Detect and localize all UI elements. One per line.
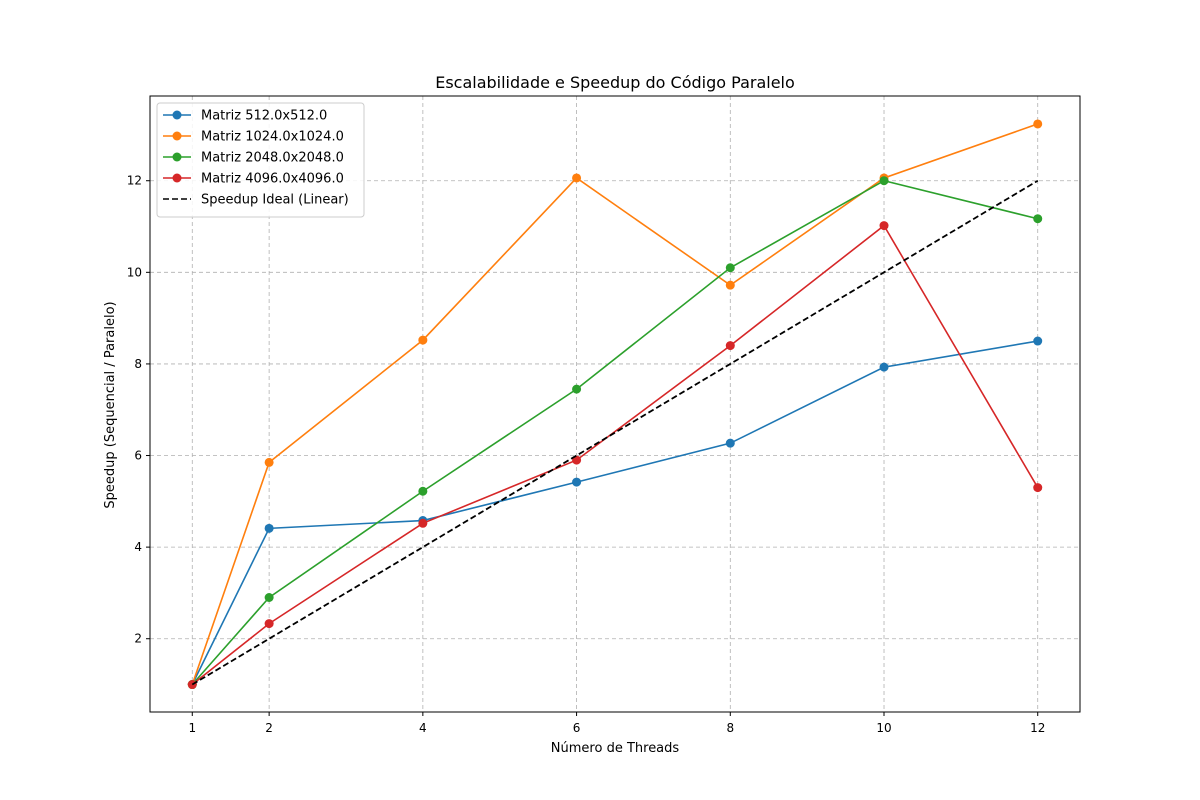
series-3-point bbox=[1033, 483, 1043, 493]
series-1-point bbox=[572, 173, 582, 183]
legend-box bbox=[156, 102, 365, 218]
series-1-point bbox=[264, 457, 274, 467]
x-tick-label: 12 bbox=[1030, 721, 1045, 735]
legend-label: Speedup Ideal (Linear) bbox=[201, 193, 349, 208]
x-tick-label: 1 bbox=[188, 721, 196, 735]
legend-label: Matriz 512.0x512.0 bbox=[201, 109, 327, 124]
y-tick-label: 6 bbox=[134, 449, 142, 463]
x-tick-label: 2 bbox=[265, 721, 273, 735]
x-tick-label: 8 bbox=[726, 721, 734, 735]
axes-frame bbox=[149, 95, 1081, 713]
series-0-point bbox=[879, 362, 889, 372]
legend-swatch-marker-0 bbox=[172, 110, 182, 120]
legend-swatch-marker-2 bbox=[172, 152, 182, 162]
series-2-point bbox=[264, 593, 274, 602]
series-3-point bbox=[264, 619, 274, 629]
y-tick-label: 2 bbox=[134, 632, 142, 646]
x-tick-label: 4 bbox=[419, 721, 427, 735]
series-3-point bbox=[725, 341, 735, 351]
legend-swatch-marker-3 bbox=[172, 173, 182, 183]
x-axis-label: Número de Threads bbox=[551, 741, 680, 756]
series-line-4 bbox=[191, 179, 1039, 686]
legend-swatch-marker-1 bbox=[172, 131, 182, 141]
series-2-point bbox=[879, 176, 889, 186]
legend-label: Matriz 2048.0x2048.0 bbox=[201, 151, 344, 166]
series-1-point bbox=[725, 280, 735, 290]
series-0-point bbox=[725, 438, 735, 448]
chart-title: Escalabilidade e Speedup do Código Paral… bbox=[435, 73, 795, 92]
y-axis-label: Speedup (Sequencial / Paralelo) bbox=[103, 301, 118, 508]
y-tick-label: 4 bbox=[134, 540, 142, 554]
series-2-point bbox=[418, 486, 428, 496]
legend: Matriz 512.0x512.0 Matriz 1024.0x1024.0 Ma… bbox=[156, 102, 365, 218]
x-tick-label: 10 bbox=[876, 721, 891, 735]
series-3-point bbox=[879, 221, 889, 231]
series-0-point bbox=[1033, 336, 1043, 346]
series-0-point bbox=[264, 523, 274, 533]
series-1-point bbox=[418, 335, 428, 345]
x-tick-label: 6 bbox=[573, 721, 581, 735]
series-3-point bbox=[418, 518, 428, 528]
series-2-point bbox=[1033, 214, 1043, 224]
series-2-point bbox=[725, 263, 735, 273]
y-tick-label: 10 bbox=[127, 265, 142, 279]
series-0-point bbox=[572, 477, 582, 487]
y-tick-label: 12 bbox=[127, 174, 142, 188]
series-1-point bbox=[1033, 119, 1043, 129]
legend-label: Matriz 4096.0x4096.0 bbox=[201, 172, 344, 187]
y-tick-label: 8 bbox=[134, 357, 142, 371]
legend-label: Matriz 1024.0x1024.0 bbox=[201, 130, 344, 145]
series-2-point bbox=[572, 384, 582, 394]
